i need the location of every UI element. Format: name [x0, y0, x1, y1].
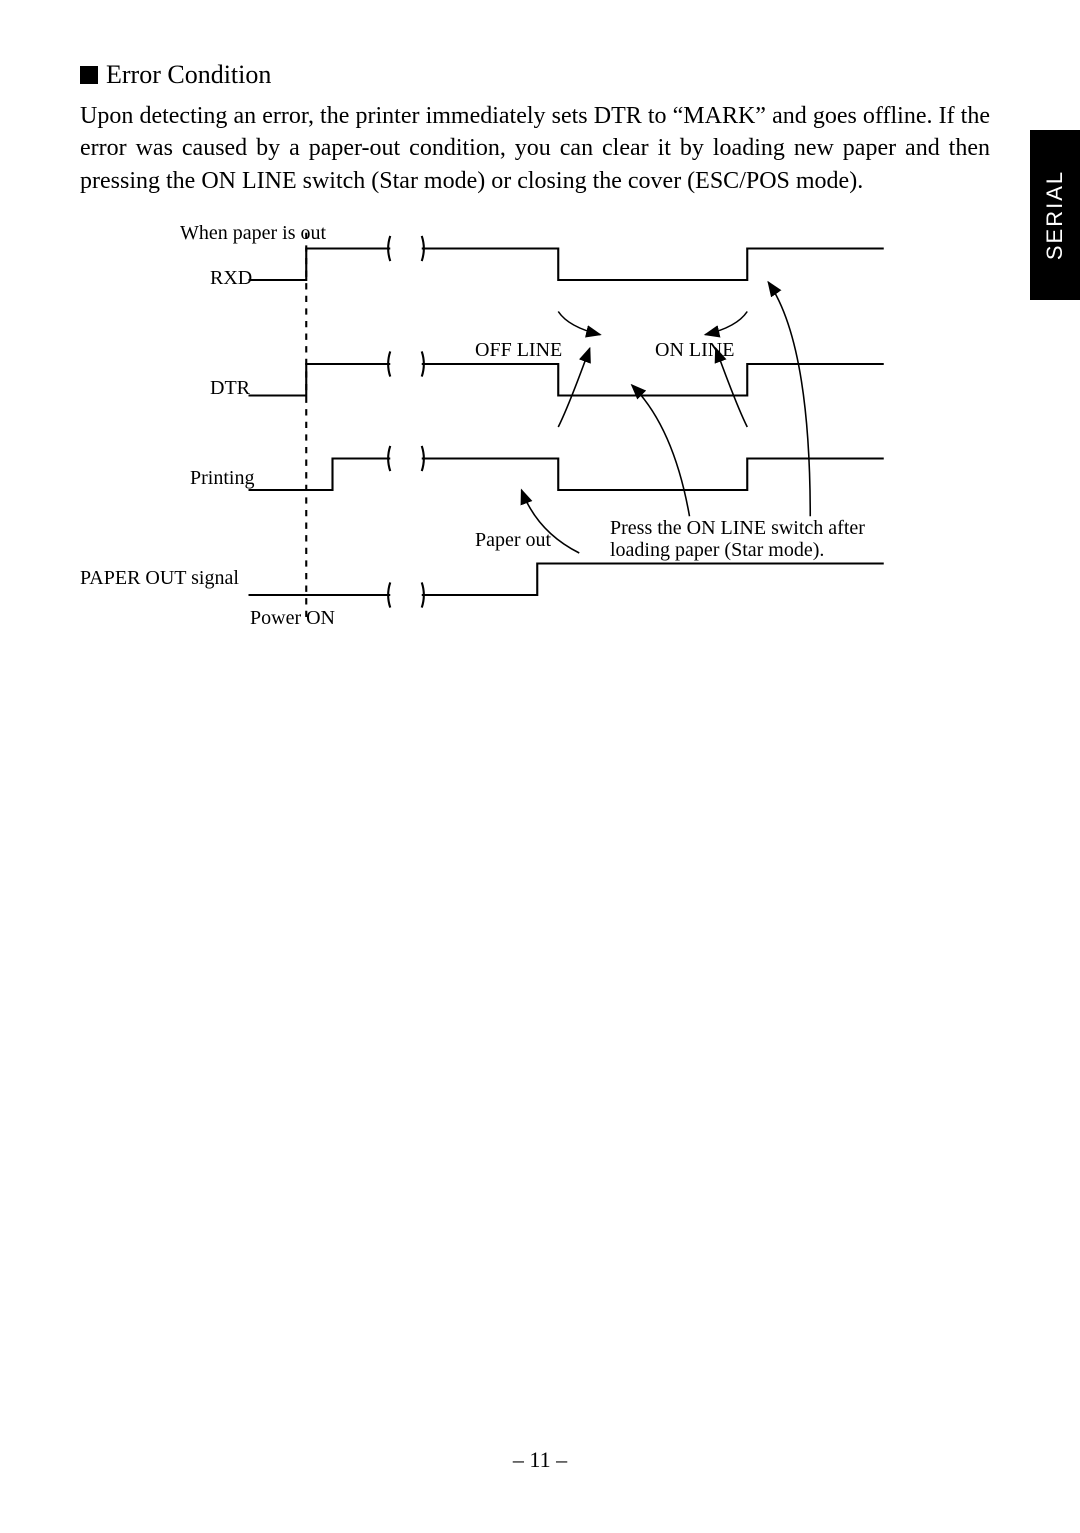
page-number: – 11 – [0, 1447, 1080, 1473]
section-heading: Error Condition [80, 60, 990, 90]
timing-diagram-svg [80, 217, 900, 637]
bullet-square-icon [80, 66, 98, 84]
heading-text: Error Condition [106, 60, 271, 90]
timing-diagram: When paper is out RXD DTR Printing PAPER… [80, 217, 990, 637]
page-content: Error Condition Upon detecting an error,… [0, 0, 1080, 637]
body-paragraph: Upon detecting an error, the printer imm… [80, 100, 990, 197]
